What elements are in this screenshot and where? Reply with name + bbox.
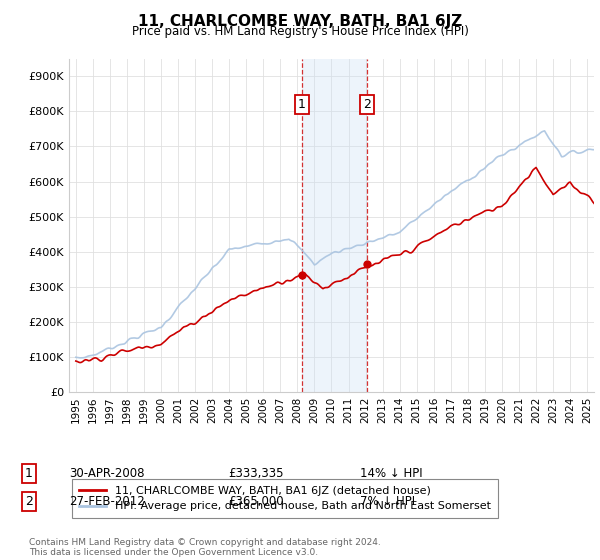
Text: 27-FEB-2012: 27-FEB-2012 [69,494,145,508]
Text: Price paid vs. HM Land Registry's House Price Index (HPI): Price paid vs. HM Land Registry's House … [131,25,469,38]
Text: 30-APR-2008: 30-APR-2008 [69,466,145,480]
Bar [302,59,367,392]
Text: 2: 2 [25,494,33,508]
Text: 7% ↓ HPI: 7% ↓ HPI [360,494,415,508]
Text: Contains HM Land Registry data © Crown copyright and database right 2024.
This d: Contains HM Land Registry data © Crown c… [29,538,380,557]
Text: 1: 1 [25,466,33,480]
Text: 14% ↓ HPI: 14% ↓ HPI [360,466,422,480]
Text: 1: 1 [298,98,305,111]
Text: £333,335: £333,335 [228,466,284,480]
Text: 11, CHARLCOMBE WAY, BATH, BA1 6JZ: 11, CHARLCOMBE WAY, BATH, BA1 6JZ [138,14,462,29]
Legend: 11, CHARLCOMBE WAY, BATH, BA1 6JZ (detached house), HPI: Average price, detached: 11, CHARLCOMBE WAY, BATH, BA1 6JZ (detac… [72,479,498,518]
Text: 2: 2 [363,98,371,111]
Text: £365,000: £365,000 [228,494,284,508]
